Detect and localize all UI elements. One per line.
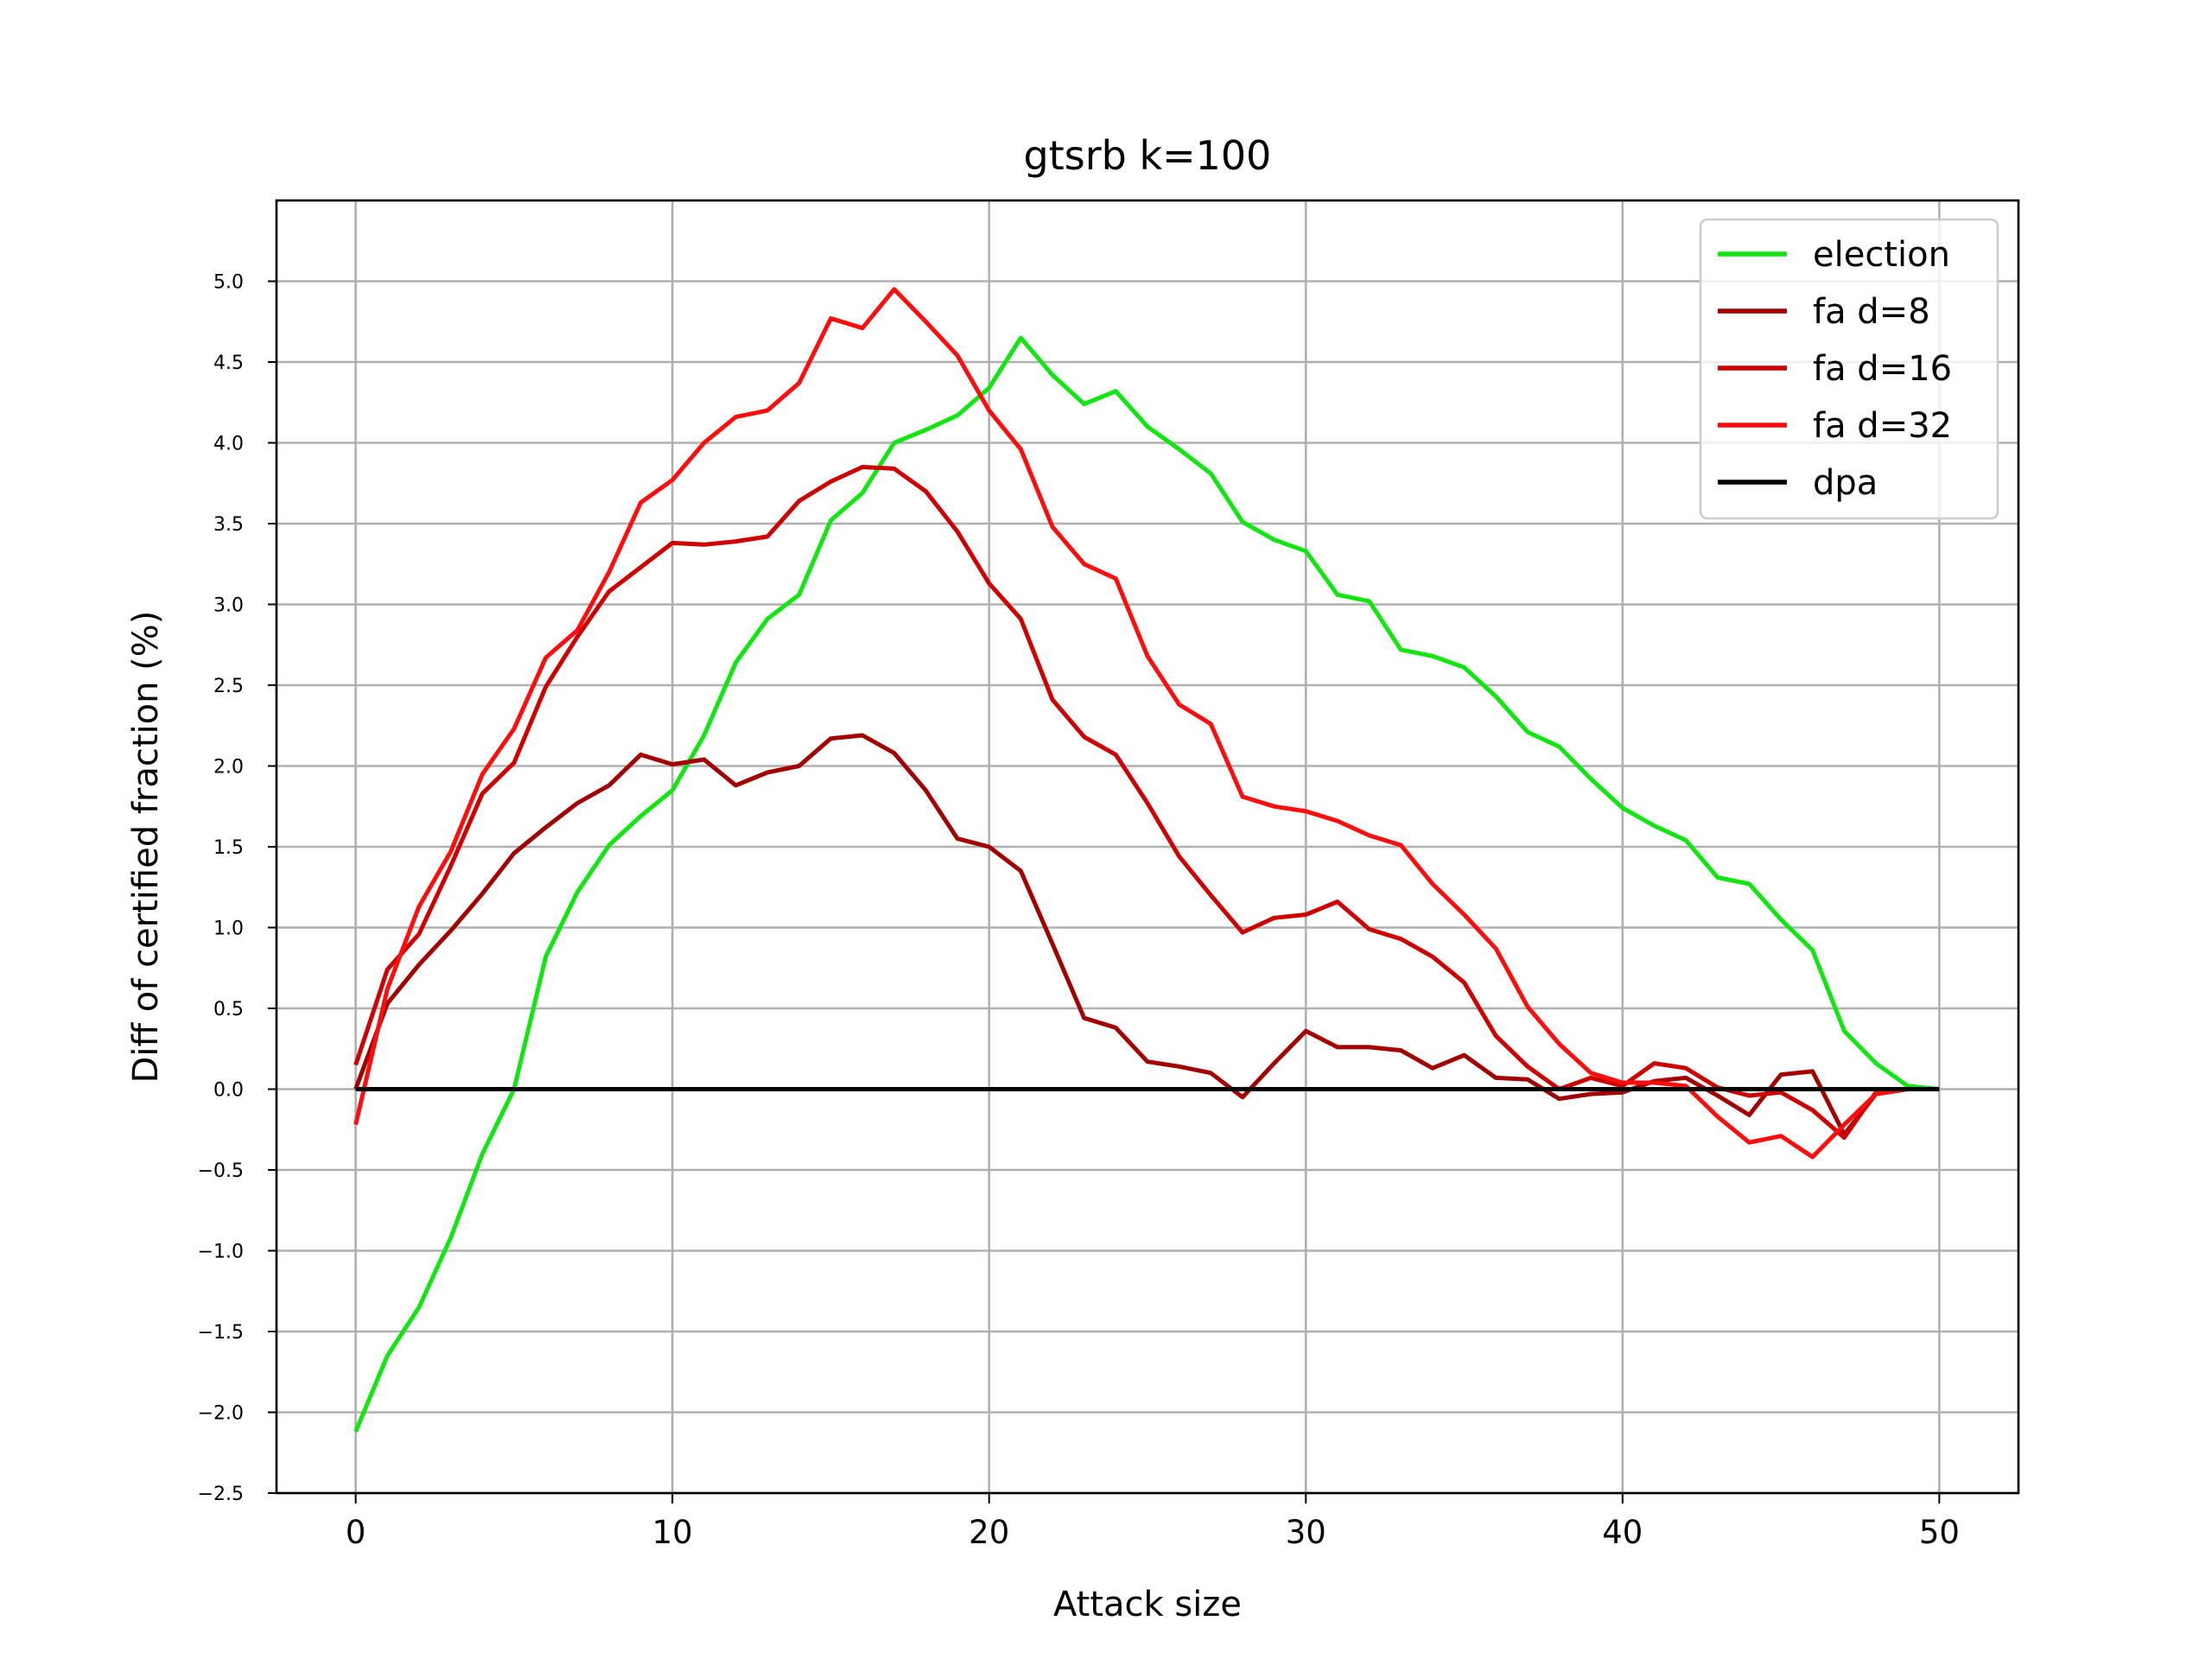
y-tick-label: 4.5	[213, 353, 244, 374]
x-tick-label: 30	[1286, 1514, 1326, 1551]
legend-label-fa-d-32: fa d=32	[1813, 406, 1952, 446]
y-tick-label: 0.5	[213, 999, 244, 1020]
series-line-election	[353, 335, 1940, 1433]
y-tick-label: −1.5	[198, 1322, 244, 1344]
y-tick-label: −2.0	[198, 1403, 244, 1425]
y-tick-label: 3.0	[213, 595, 244, 617]
y-tick-label: 2.0	[213, 757, 244, 779]
legend-box	[1699, 218, 1999, 520]
x-axis-label: Attack size	[1053, 1585, 1242, 1624]
x-tick-label: 50	[1919, 1514, 1960, 1551]
y-tick-label: 2.5	[213, 676, 244, 697]
ticks: 0 10 20 30 40 50 −2.5 −2.0 −1.5 −1.0 −0.5 0.0 0.5 1.0…	[198, 272, 1960, 1552]
y-tick-label: 3.5	[213, 514, 244, 536]
legend-label-fa-d-8: fa d=8	[1813, 292, 1930, 332]
series-line-fa-d-16	[353, 465, 1940, 1141]
y-tick-label: 4.0	[213, 434, 244, 455]
y-tick-label: −0.5	[198, 1160, 244, 1182]
legend-label-dpa: dpa	[1813, 463, 1878, 503]
legend-label-election: election	[1813, 235, 1950, 275]
y-axis-label: Diff of certified fraction (%)	[126, 611, 166, 1084]
chart-title: gtsrb k=100	[1024, 132, 1272, 179]
series-line-fa-d-32	[353, 287, 1940, 1160]
y-tick-label: −2.5	[198, 1484, 244, 1505]
series-group	[353, 287, 1940, 1433]
y-tick-label: 0.0	[213, 1080, 244, 1102]
x-tick-label: 10	[652, 1514, 693, 1551]
y-tick-label: 1.0	[213, 918, 244, 940]
y-tick-label: −1.0	[198, 1242, 244, 1263]
y-tick-label: 1.5	[213, 837, 244, 859]
x-tick-label: 40	[1602, 1514, 1643, 1551]
x-tick-label: 0	[346, 1514, 366, 1551]
series-line-fa-d-8	[353, 733, 1940, 1137]
legend: election fa d=8 fa d=16 fa d=32 dpa	[1699, 218, 1999, 520]
x-tick-label: 20	[969, 1514, 1009, 1551]
legend-label-fa-d-16: fa d=16	[1813, 349, 1952, 389]
y-tick-label: 5.0	[213, 272, 244, 294]
